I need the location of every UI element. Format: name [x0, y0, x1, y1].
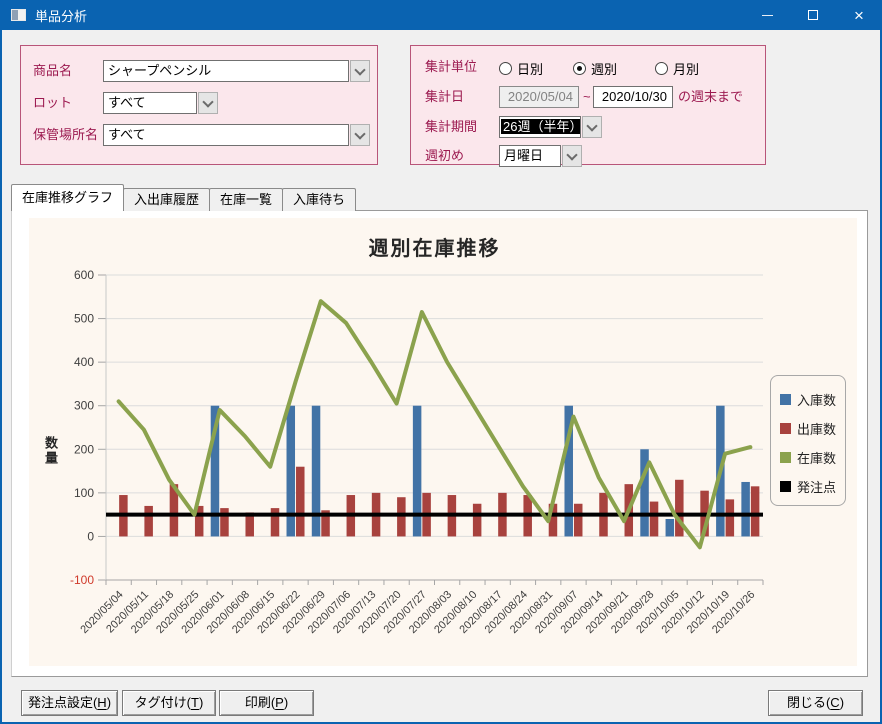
window-controls: × [744, 0, 880, 30]
weekstart-value[interactable]: 月曜日 [499, 145, 561, 167]
legend-item: 出庫数 [780, 414, 845, 443]
svg-text:300: 300 [74, 399, 94, 413]
app-icon [11, 9, 26, 21]
tab-stock-list[interactable]: 在庫一覧 [209, 188, 284, 211]
close-icon: × [854, 5, 864, 25]
period-combobox[interactable]: 26週（半年） [499, 116, 602, 138]
order-point-settings-button[interactable]: 発注点設定(H) [21, 690, 118, 716]
tab-inout-history[interactable]: 入出庫履歴 [123, 188, 211, 211]
titlebar[interactable]: 単品分析 × [2, 0, 880, 30]
chevron-down-icon[interactable] [350, 124, 370, 146]
chart-legend: 入庫数出庫数在庫数発注点 [770, 375, 846, 506]
date-to-field[interactable]: 2020/10/30 [593, 86, 673, 108]
minimize-icon [761, 14, 773, 16]
legend-swatch-icon [780, 481, 791, 492]
legend-swatch-icon [780, 452, 791, 463]
chevron-down-icon[interactable] [562, 145, 582, 167]
legend-item: 在庫数 [780, 443, 845, 472]
svg-text:400: 400 [74, 355, 94, 369]
maximize-icon [808, 10, 818, 20]
legend-swatch-icon [780, 394, 791, 405]
legend-item: 入庫数 [780, 385, 845, 414]
svg-text:200: 200 [74, 442, 94, 456]
radio-icon [573, 62, 586, 75]
radio-monthly-label: 月別 [673, 62, 700, 77]
legend-label: 出庫数 [797, 422, 837, 437]
chart-title: 週別在庫推移 [368, 238, 501, 260]
close-button[interactable]: 閉じる(C) [768, 690, 863, 716]
radio-daily[interactable]: 日別 [499, 59, 543, 78]
date-from-field: 2020/05/04 [499, 86, 579, 108]
svg-text:600: 600 [74, 268, 94, 282]
storage-location-combobox[interactable]: すべて [103, 124, 370, 146]
product-name-combobox[interactable]: シャープペンシル [103, 60, 370, 82]
legend-swatch-icon [780, 423, 791, 434]
close-window-button[interactable]: × [836, 0, 880, 30]
weekstart-combobox[interactable]: 月曜日 [499, 145, 582, 167]
window-title: 単品分析 [35, 8, 88, 24]
date-separator: ~ [583, 89, 591, 104]
date-suffix-label: の週末まで [678, 89, 744, 104]
svg-text:-100: -100 [70, 573, 94, 587]
print-button[interactable]: 印刷(P) [219, 690, 314, 716]
aggregation-panel: 集計単位 日別 週別 月別 集計日 2020/05/04 ~ 2020/10/3… [410, 45, 766, 167]
svg-text:500: 500 [74, 312, 94, 326]
inventory-chart: -10001002003004005006002020/05/042020/05… [70, 268, 764, 636]
chevron-down-icon[interactable] [198, 92, 218, 114]
radio-icon [499, 62, 512, 75]
period-value[interactable]: 26週（半年） [501, 119, 580, 134]
tab-stock-trend-graph[interactable]: 在庫推移グラフ [11, 184, 125, 211]
legend-label: 発注点 [797, 480, 837, 495]
weekstart-label: 週初め [425, 148, 465, 163]
tab-strip: 在庫推移グラフ 入出庫履歴 在庫一覧 入庫待ち [11, 184, 357, 211]
unit-label: 集計単位 [425, 59, 478, 74]
tab-page: 週別在庫推移 数量 -100 0 100 200 300 400 500 600 2020/05… [11, 210, 868, 677]
tag-button[interactable]: タグ付け(T) [122, 690, 216, 716]
svg-text:100: 100 [74, 486, 94, 500]
lot-combobox[interactable]: すべて [103, 92, 218, 114]
product-name-value[interactable]: シャープペンシル [103, 60, 349, 82]
period-label: 集計期間 [425, 119, 478, 134]
chevron-down-icon[interactable] [350, 60, 370, 82]
radio-weekly[interactable]: 週別 [573, 59, 617, 78]
y-axis-title: 数量 [43, 436, 58, 466]
legend-label: 在庫数 [797, 451, 837, 466]
legend-item: 発注点 [780, 472, 845, 501]
storage-location-value[interactable]: すべて [103, 124, 349, 146]
minimize-button[interactable] [744, 0, 790, 30]
maximize-button[interactable] [790, 0, 836, 30]
radio-monthly[interactable]: 月別 [655, 59, 699, 78]
legend-label: 入庫数 [797, 393, 837, 408]
chart-area: 週別在庫推移 数量 -100 0 100 200 300 400 500 600 2020/05… [29, 218, 857, 666]
lot-value[interactable]: すべて [103, 92, 197, 114]
radio-weekly-label: 週別 [591, 62, 618, 77]
item-filter-panel: 商品名 シャープペンシル ロット すべて 保管場所名 すべて [20, 45, 378, 165]
radio-icon [655, 62, 668, 75]
lot-label: ロット [33, 95, 73, 110]
date-label: 集計日 [425, 89, 465, 104]
storage-location-label: 保管場所名 [33, 127, 99, 142]
product-name-label: 商品名 [33, 63, 73, 78]
radio-daily-label: 日別 [517, 62, 544, 77]
svg-text:0: 0 [87, 529, 94, 543]
tab-incoming-wait[interactable]: 入庫待ち [282, 188, 357, 211]
chevron-down-icon[interactable] [582, 116, 602, 138]
